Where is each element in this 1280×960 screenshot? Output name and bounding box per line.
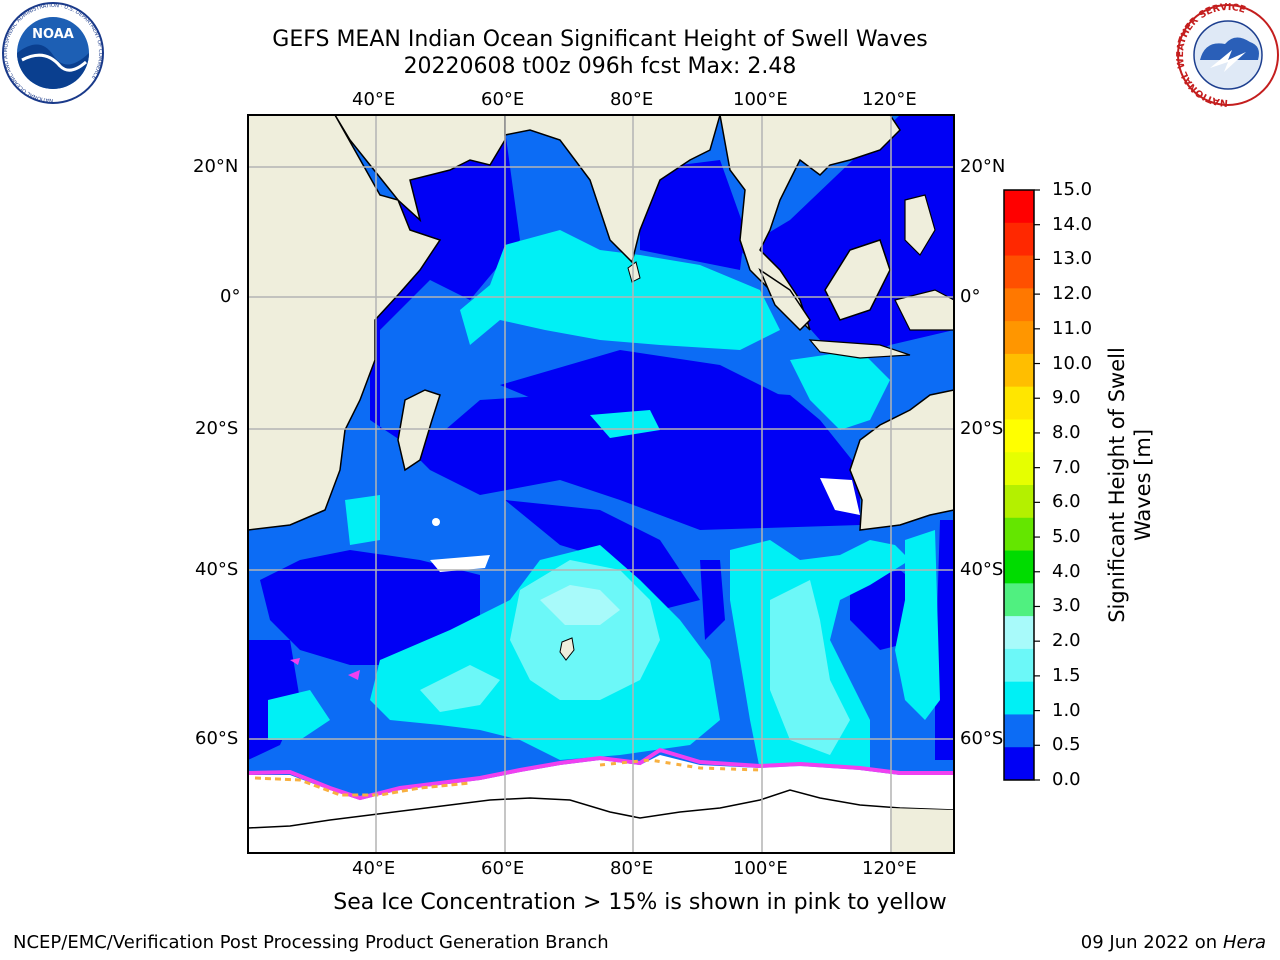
colorbar-tick-label: 8.0 xyxy=(1052,421,1081,443)
kerguelen-island xyxy=(559,637,575,661)
nws-logo: NATIONAL WEATHER SERVICE xyxy=(1175,2,1279,108)
sumatra xyxy=(758,267,811,332)
borneo xyxy=(824,239,891,321)
lat-label-left: 60°S xyxy=(195,728,239,749)
colorbar-tick-label: 0.0 xyxy=(1052,769,1081,790)
lat-label-left: 0° xyxy=(220,286,241,307)
colorbar-tick-label: 12.0 xyxy=(1052,283,1093,305)
map-title: GEFS MEAN Indian Ocean Significant Heigh… xyxy=(272,27,928,52)
footer-date-text: 09 Jun 2022 on xyxy=(1080,932,1218,953)
colorbar-swatch xyxy=(1004,616,1034,650)
footer-host: Hera xyxy=(1222,932,1266,953)
madagascar xyxy=(397,389,441,472)
colorbar-swatch xyxy=(1004,485,1034,519)
lon-label-bottom: 60°E xyxy=(481,858,525,879)
lat-label-left: 20°N xyxy=(193,156,239,177)
lon-label-bottom: 40°E xyxy=(352,858,396,879)
colorbar-tick-label: 4.0 xyxy=(1052,560,1081,582)
colorbar-swatch xyxy=(1004,321,1034,355)
lon-label-bottom: 120°E xyxy=(862,858,917,879)
colorbar-tick-label: 6.0 xyxy=(1052,491,1081,513)
gridlines xyxy=(248,115,954,853)
swell-band-1.5-2.0 xyxy=(420,560,850,755)
sea-ice xyxy=(248,755,954,853)
colorbar-tick-label: 14.0 xyxy=(1052,213,1093,235)
colorbar-swatch xyxy=(1004,222,1034,257)
colorbar-swatch xyxy=(1004,386,1034,420)
colorbar-swatch xyxy=(1004,681,1034,715)
lon-label-top: 120°E xyxy=(862,89,917,110)
colorbar-tick-label: 2.0 xyxy=(1052,630,1081,652)
colorbar-tick-label: 0.5 xyxy=(1052,734,1081,756)
colorbar xyxy=(1004,190,1034,781)
colorbar-tick-label: 10.0 xyxy=(1052,352,1093,374)
colorbar-swatch xyxy=(1004,419,1034,453)
antarctica-coastline xyxy=(248,789,954,829)
noaa-logo: NOAA NATIONAL OCEANIC AND ATMOSPHERIC AD… xyxy=(2,2,104,104)
colorbar-swatch xyxy=(1004,583,1034,617)
noaa-logo-text: NOAA xyxy=(32,27,74,42)
map-area xyxy=(248,115,954,853)
map-subtitle: 20220608 t00z 096h fcst Max: 2.48 xyxy=(403,54,797,79)
colorbar-title-line1: Significant Height of Swell xyxy=(1105,347,1129,623)
india-land xyxy=(504,115,721,264)
footer-credit: NCEP/EMC/Verification Post Processing Pr… xyxy=(13,932,609,953)
lat-label-right: 40°S xyxy=(960,559,1004,580)
lat-label-right: 20°N xyxy=(960,156,1006,177)
lat-label-right: 20°S xyxy=(960,418,1004,439)
footer-date: 09 Jun 2022 on Hera xyxy=(1081,932,1266,953)
colorbar-swatch xyxy=(1004,550,1034,584)
white-patch xyxy=(820,478,860,515)
colorbar-swatch xyxy=(1004,288,1034,322)
colorbar-tick-label: 5.0 xyxy=(1052,526,1081,548)
colorbar-swatch xyxy=(1004,353,1034,388)
java xyxy=(808,339,911,359)
colorbar-tick-label: 1.0 xyxy=(1052,699,1081,721)
lon-label-top: 80°E xyxy=(610,89,654,110)
australia-land xyxy=(849,389,954,531)
colorbar-swatch xyxy=(1004,190,1034,224)
philippines xyxy=(904,194,936,256)
colorbar-tick-label: 15.0 xyxy=(1052,179,1093,200)
colorbar-tick-label: 13.0 xyxy=(1052,248,1093,270)
colorbar-swatch xyxy=(1004,517,1034,552)
antarctica-land xyxy=(890,808,954,853)
lat-label-left: 40°S xyxy=(195,559,239,580)
lon-label-bottom: 80°E xyxy=(610,858,654,879)
lat-label-right: 0° xyxy=(960,286,981,307)
swell-band-2.0-3.0 xyxy=(540,585,620,625)
colorbar-swatch xyxy=(1004,648,1034,683)
sea-ice-note: Sea Ice Concentration > 15% is shown in … xyxy=(333,890,947,915)
sulawesi-newguinea xyxy=(894,289,954,331)
colorbar-tick-label: 3.0 xyxy=(1052,595,1081,617)
colorbar-tick-label: 7.0 xyxy=(1052,456,1081,478)
lon-label-top: 100°E xyxy=(733,89,788,110)
lat-label-left: 20°S xyxy=(195,418,239,439)
lon-label-top: 40°E xyxy=(352,89,396,110)
white-patch xyxy=(430,555,490,572)
colorbar-tick-label: 1.5 xyxy=(1052,664,1081,686)
map-frame xyxy=(247,114,955,854)
colorbar-swatch xyxy=(1004,747,1034,781)
lat-label-right: 60°S xyxy=(960,728,1004,749)
lon-label-bottom: 100°E xyxy=(733,858,788,879)
lon-label-top: 60°E xyxy=(481,89,525,110)
colorbar-tick-label: 9.0 xyxy=(1052,387,1081,409)
colorbar-swatch xyxy=(1004,255,1034,289)
colorbar-swatch xyxy=(1004,452,1034,486)
colorbar-tick-label: 11.0 xyxy=(1052,317,1093,339)
colorbar-title-line2: Waves [m] xyxy=(1131,428,1155,542)
colorbar-swatch xyxy=(1004,714,1034,748)
colorbar-frame xyxy=(1003,189,1035,781)
